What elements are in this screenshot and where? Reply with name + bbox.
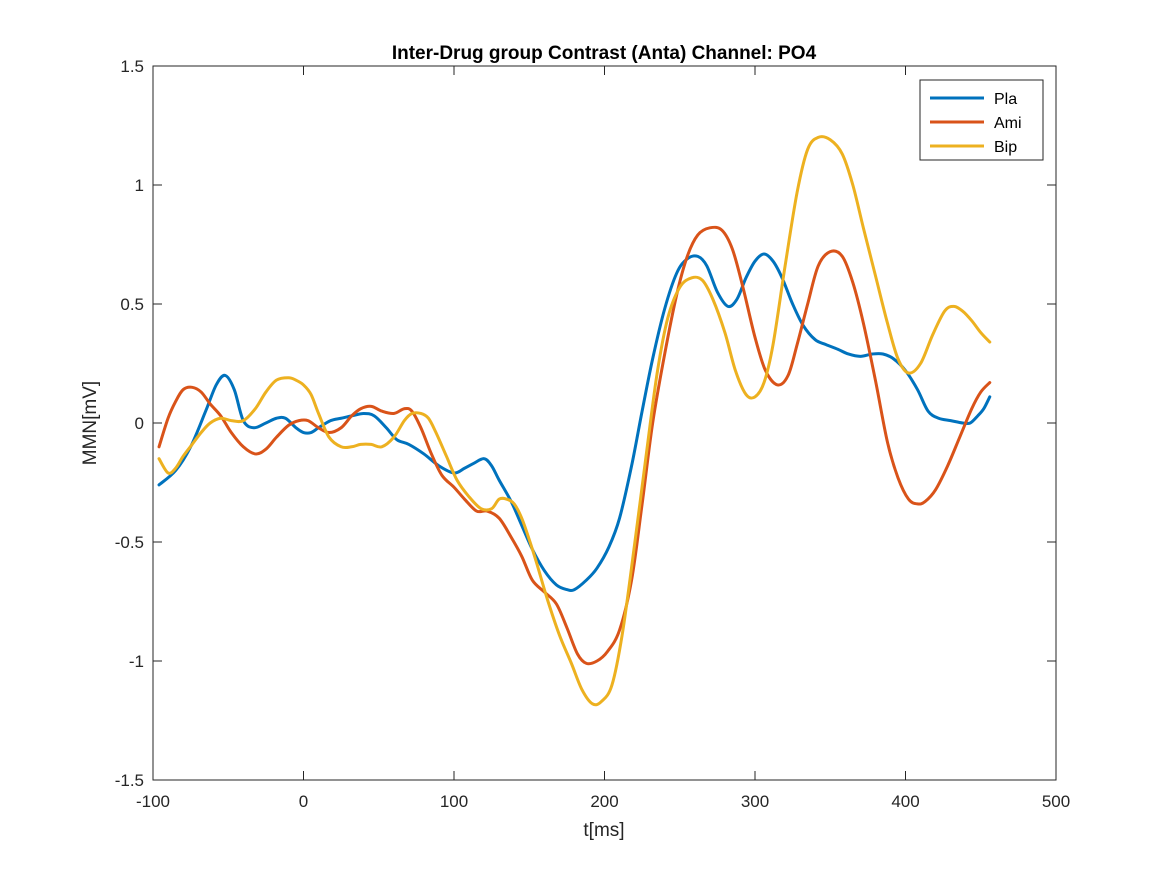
tick-layer: -100 0 100 200 300 400 500 -1.5 -1 -0.5 0 0.5 1 1.5 xyxy=(115,57,1070,811)
y-tick-label: -1.5 xyxy=(115,771,144,790)
x-tick-label: 500 xyxy=(1042,792,1070,811)
legend-label-ami: Ami xyxy=(994,115,1022,132)
x-tick-label: 300 xyxy=(741,792,769,811)
series-layer xyxy=(157,135,992,707)
legend-label-pla: Pla xyxy=(994,91,1017,108)
x-tick-label: 100 xyxy=(440,792,468,811)
x-tick-label: 0 xyxy=(299,792,308,811)
y-tick-label: 0.5 xyxy=(120,295,144,314)
y-tick-label: 1.5 xyxy=(120,57,144,76)
legend-label-bip: Bip xyxy=(994,139,1017,156)
y-tick-label: -0.5 xyxy=(115,533,144,552)
series-line-ami xyxy=(157,225,992,666)
legend-box xyxy=(919,79,1044,161)
series-line-pla xyxy=(157,252,992,593)
chart-title: Inter-Drug group Contrast (Anta) Channel… xyxy=(392,43,817,64)
y-tick-label: 0 xyxy=(135,414,144,433)
series-line-bip xyxy=(157,135,992,707)
x-tick-label: -100 xyxy=(136,792,170,811)
y-tick-label: 1 xyxy=(135,176,144,195)
legend: Pla Ami Bip xyxy=(919,79,1044,161)
x-tick-label: 400 xyxy=(891,792,919,811)
y-axis-label: MMN[mV] xyxy=(80,381,101,465)
y-tick-label: -1 xyxy=(129,652,144,671)
x-axis-label: t[ms] xyxy=(583,820,624,841)
plot-area-frame xyxy=(152,65,1057,781)
x-tick-label: 200 xyxy=(590,792,618,811)
